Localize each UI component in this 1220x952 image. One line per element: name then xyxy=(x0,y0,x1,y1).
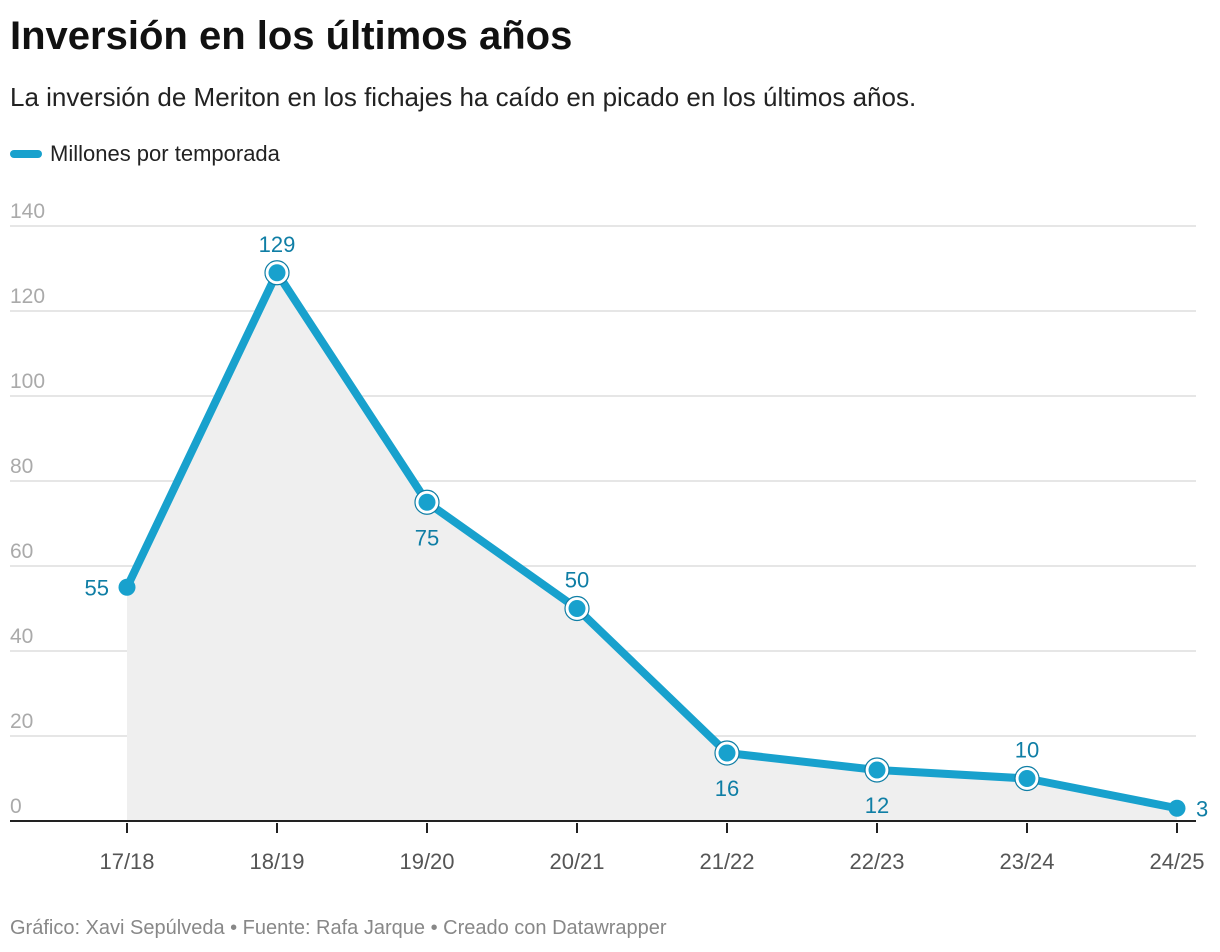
data-point xyxy=(1168,799,1186,817)
x-tick-label: 21/22 xyxy=(699,849,754,874)
data-point xyxy=(718,744,736,762)
data-point xyxy=(1018,770,1036,787)
data-point xyxy=(268,264,286,282)
y-tick-label: 20 xyxy=(10,710,33,733)
x-tick-label: 20/21 xyxy=(549,849,604,874)
data-label: 129 xyxy=(259,232,296,257)
y-tick-label: 60 xyxy=(10,540,33,563)
data-point xyxy=(568,600,586,617)
series-line-layer xyxy=(123,268,1181,813)
data-point xyxy=(118,578,136,596)
y-tick-label: 80 xyxy=(10,455,33,478)
y-tick-label: 40 xyxy=(10,625,33,648)
y-tick-label: 100 xyxy=(10,370,45,393)
data-label: 12 xyxy=(865,793,889,818)
area-fill-layer xyxy=(127,272,1177,821)
data-point xyxy=(868,761,886,779)
data-label: 50 xyxy=(565,568,589,593)
chart-footer: Gráfico: Xavi Sepúlveda • Fuente: Rafa J… xyxy=(10,917,667,939)
chart-subtitle: La inversión de Meriton en los fichajes … xyxy=(10,82,917,112)
data-labels: 55 129 75 50 16 12 10 3 xyxy=(85,232,1209,822)
data-label: 75 xyxy=(415,525,439,550)
series-line xyxy=(123,268,1181,813)
data-point xyxy=(418,493,436,511)
x-tick-label: 17/18 xyxy=(99,849,154,874)
x-tick-label: 19/20 xyxy=(399,849,454,874)
legend-label: Millones por temporada xyxy=(50,141,280,166)
y-axis-tick-labels: 0 20 40 60 80 100 120 140 xyxy=(10,200,45,818)
x-tick-label: 24/25 xyxy=(1149,849,1204,874)
x-tick-label: 23/24 xyxy=(999,849,1054,874)
x-tick-label: 22/23 xyxy=(849,849,904,874)
data-label: 10 xyxy=(1015,738,1039,763)
y-tick-label: 0 xyxy=(10,795,22,818)
y-tick-label: 140 xyxy=(10,200,45,223)
data-label: 3 xyxy=(1196,796,1208,821)
legend-swatch xyxy=(10,150,42,158)
y-tick-label: 120 xyxy=(10,285,45,308)
data-markers xyxy=(118,260,1186,817)
data-label: 55 xyxy=(85,575,109,600)
chart-title: Inversión en los últimos años xyxy=(10,14,573,58)
x-tick-label: 18/19 xyxy=(249,849,304,874)
area-fill xyxy=(127,272,1177,821)
legend: Millones por temporada xyxy=(10,138,280,170)
data-label: 16 xyxy=(715,776,739,801)
x-axis: 17/18 18/19 19/20 20/21 21/22 22/23 23/24 24/25 xyxy=(10,820,1205,874)
